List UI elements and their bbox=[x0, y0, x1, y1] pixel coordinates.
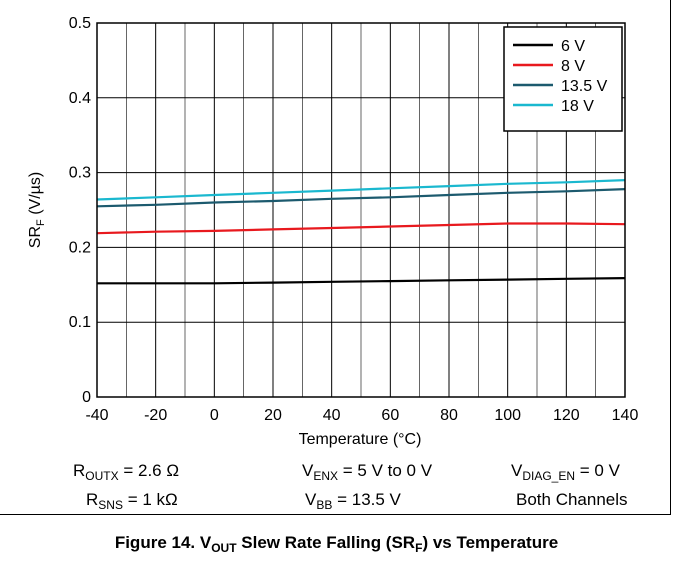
x-tick-label: -20 bbox=[144, 407, 167, 424]
y-tick-label: 0.1 bbox=[69, 314, 91, 331]
condition-vbb: VBB = 13.5 V bbox=[305, 490, 401, 512]
legend: 6 V 8 V 13.5 V 18 V bbox=[503, 26, 623, 132]
y-axis-label-sub: F bbox=[35, 219, 47, 226]
y-tick-label: 0.3 bbox=[69, 165, 91, 182]
y-tick-labels: 0 0.1 0.2 0.3 0.4 0.5 bbox=[69, 15, 91, 406]
condition-rsns: RSNS = 1 kΩ bbox=[86, 490, 178, 512]
series-line-3 bbox=[96, 179, 626, 201]
y-axis-label-unit: (V/µs) bbox=[27, 172, 44, 219]
legend-label: 18 V bbox=[561, 98, 594, 115]
frame-bottom-rule bbox=[0, 514, 671, 515]
plot-frame bbox=[96, 22, 626, 398]
figure-caption: Figure 14. VOUT Slew Rate Falling (SRF) … bbox=[114, 533, 559, 555]
condition-routx: ROUTX = 2.6 Ω bbox=[73, 461, 180, 483]
legend-label: 13.5 V bbox=[561, 78, 608, 95]
series-line-2 bbox=[96, 188, 626, 208]
y-tick-label: 0.5 bbox=[69, 15, 91, 32]
series-line-1 bbox=[96, 222, 626, 235]
condition-channels: Both Channels bbox=[516, 490, 628, 509]
y-axis-label-main: SR bbox=[27, 226, 44, 248]
x-tick-label: 100 bbox=[494, 407, 521, 424]
series-lines bbox=[96, 179, 626, 285]
y-tick-label: 0.4 bbox=[69, 90, 91, 107]
x-tick-label: 120 bbox=[553, 407, 580, 424]
x-tick-labels: -40 -20 0 20 40 60 80 100 120 140 bbox=[85, 407, 638, 424]
x-tick-label: 60 bbox=[381, 407, 399, 424]
x-tick-label: -40 bbox=[85, 407, 108, 424]
series-line-0 bbox=[97, 277, 626, 285]
frame-right-border bbox=[670, 0, 671, 515]
y-axis-label: SRF (V/µs) bbox=[27, 172, 47, 248]
condition-venx: VENX = 5 V to 0 V bbox=[302, 461, 433, 483]
legend-label: 6 V bbox=[561, 38, 585, 55]
condition-vdiag-en: VDIAG_EN = 0 V bbox=[511, 461, 620, 483]
y-tick-label: 0 bbox=[82, 389, 91, 406]
x-tick-label: 80 bbox=[440, 407, 458, 424]
y-tick-label: 0.2 bbox=[69, 239, 91, 256]
chart: 0 0.1 0.2 0.3 0.4 0.5 -40 -20 0 20 40 60 80 100 120 14… bbox=[27, 15, 638, 448]
x-tick-label: 0 bbox=[210, 407, 219, 424]
x-tick-label: 40 bbox=[323, 407, 341, 424]
legend-label: 8 V bbox=[561, 58, 585, 75]
x-tick-label: 20 bbox=[264, 407, 282, 424]
x-axis-label: Temperature (°C) bbox=[299, 431, 422, 448]
x-tick-label: 140 bbox=[612, 407, 639, 424]
